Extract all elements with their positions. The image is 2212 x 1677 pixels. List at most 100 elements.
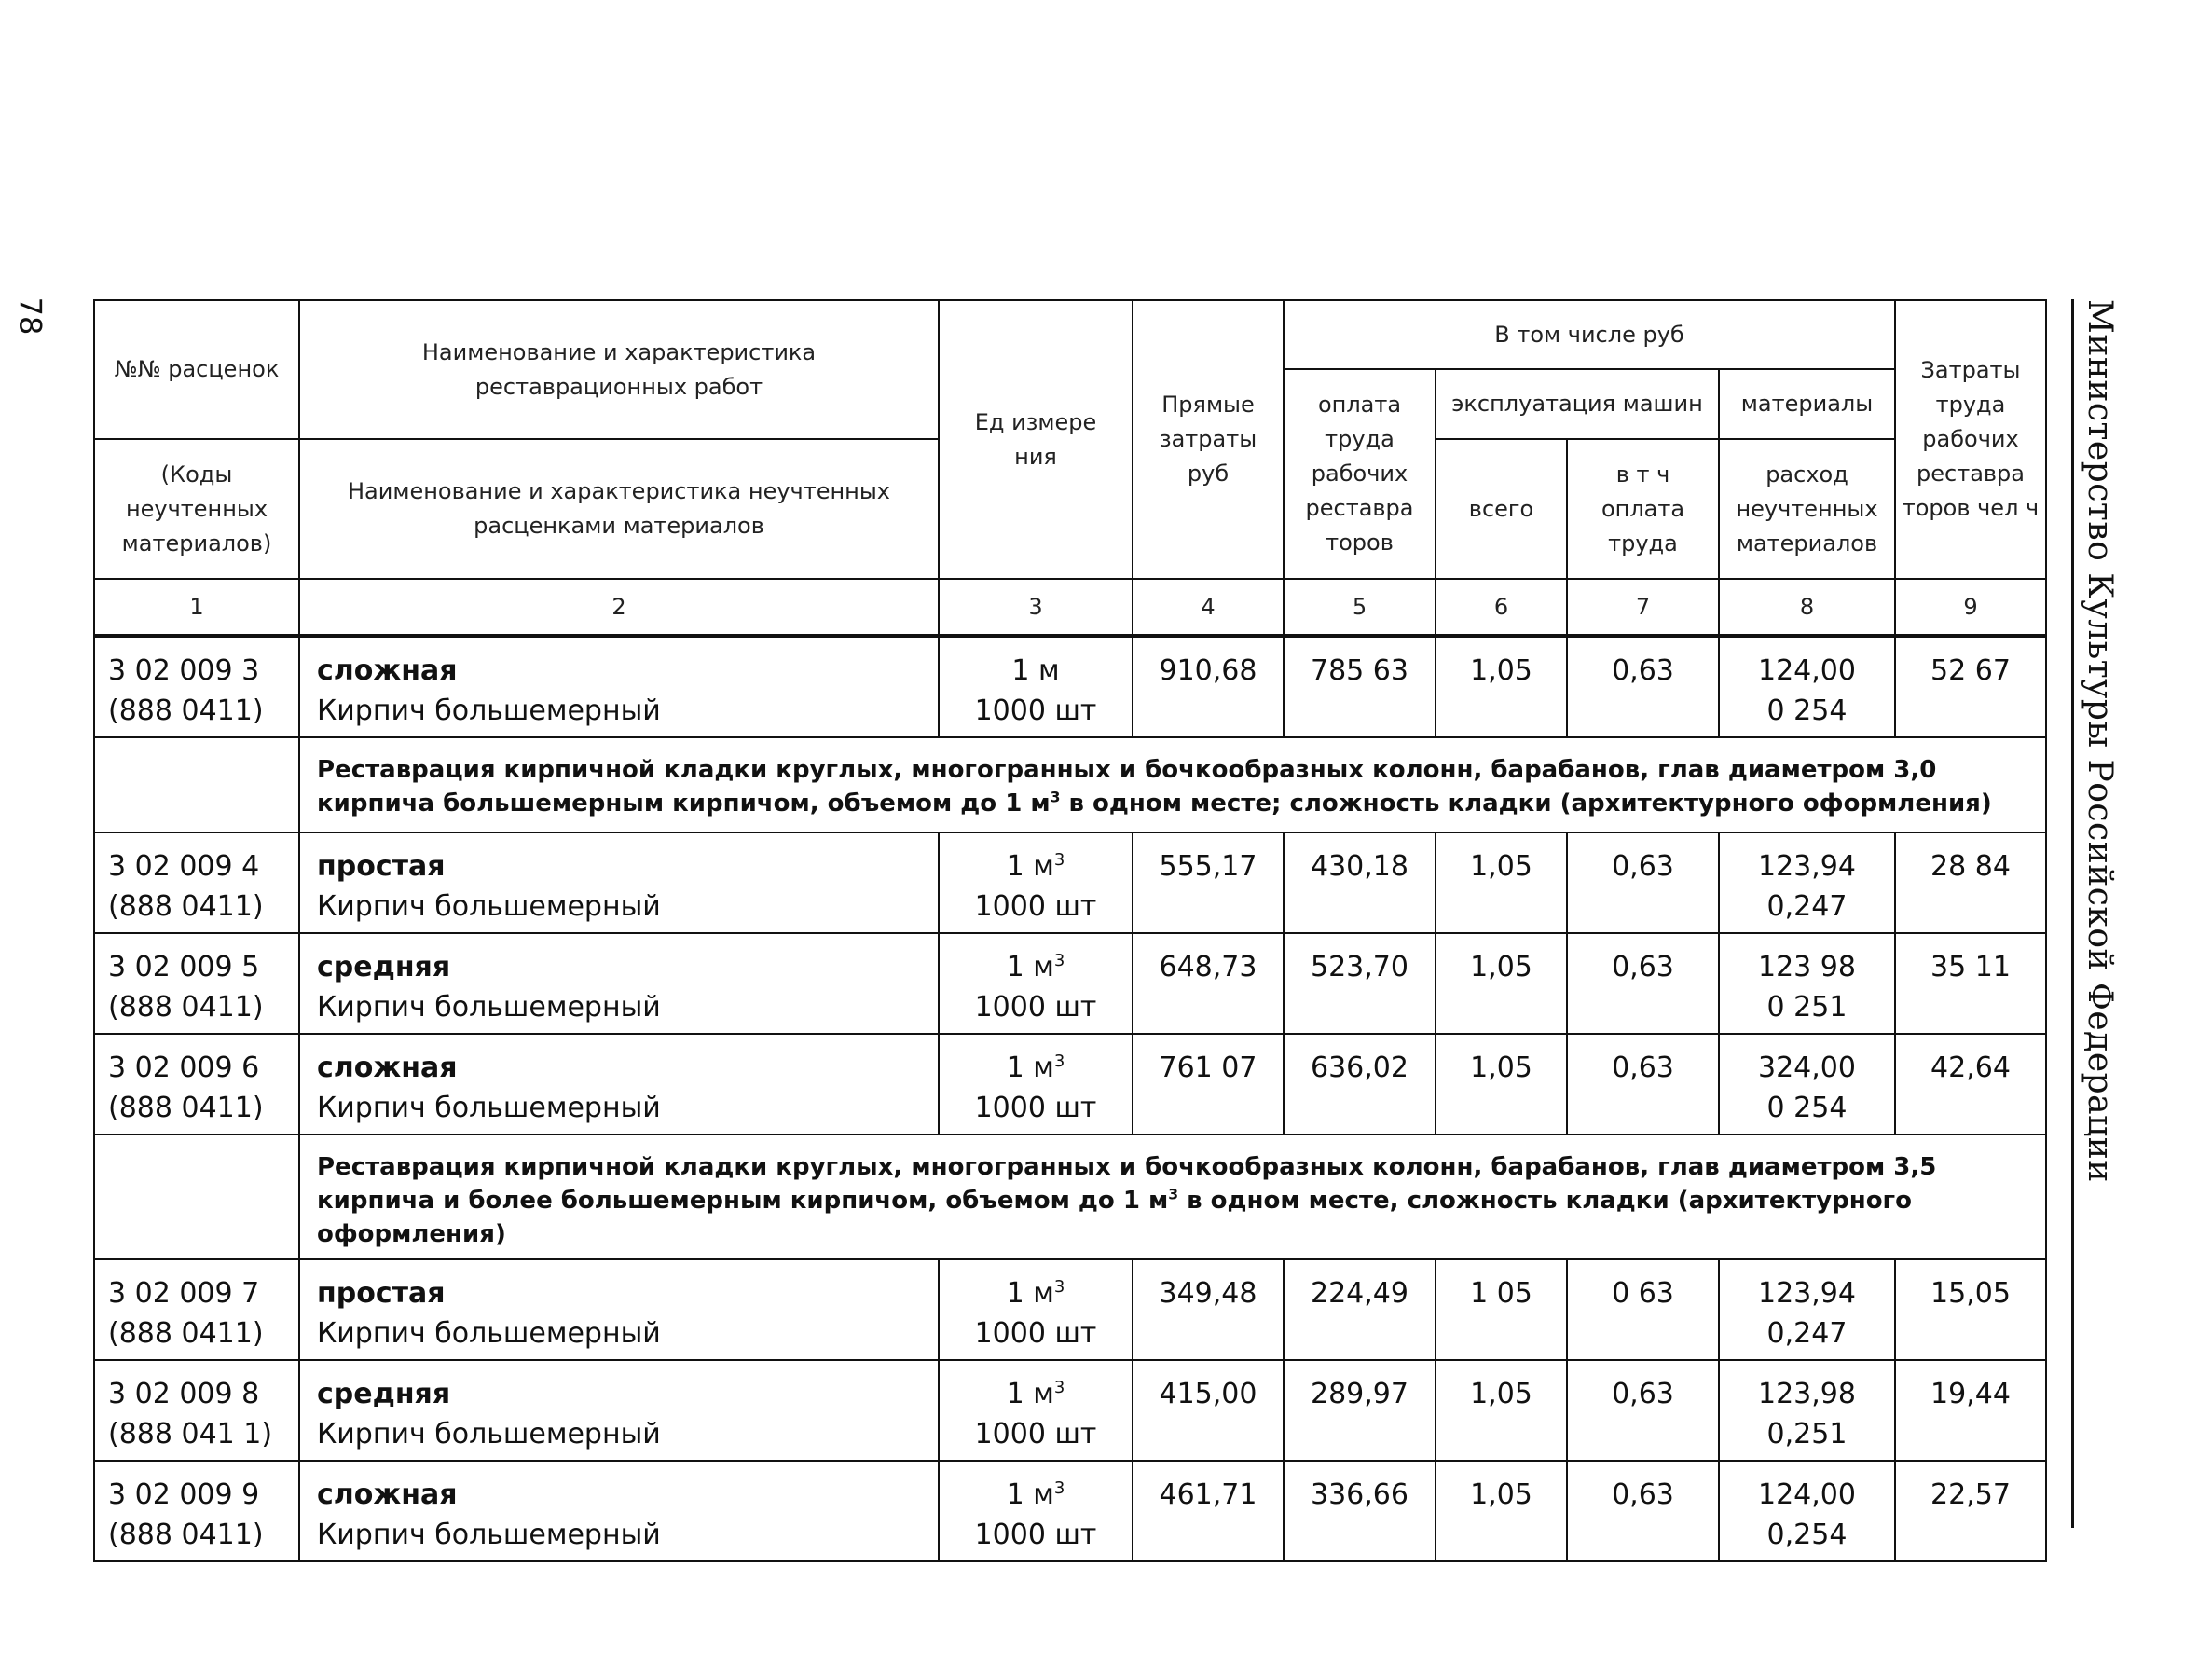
name-cell: сложная Кирпич большемерный <box>298 635 940 738</box>
header-code: №№ расценок <box>93 299 300 440</box>
material-code: (888 041 1) <box>108 1418 273 1450</box>
page-number: 78 <box>12 296 48 336</box>
header-machines-total: всего <box>1435 438 1568 580</box>
table-row: 3 02 009 8 (888 041 1) средняя Кирпич больш… <box>93 1359 2047 1462</box>
direct-costs: 910,68 <box>1132 635 1285 738</box>
unit-cell: 1 м3 1000 шт <box>938 1359 1133 1462</box>
machines-total: 1,05 <box>1435 1033 1568 1135</box>
labor-hours: 19,44 <box>1894 1359 2047 1462</box>
header-unit: Ед измере ния <box>938 299 1133 580</box>
material-use: 0 251 <box>1766 991 1848 1024</box>
material-unit: 1000 шт <box>974 890 1097 923</box>
direct-costs: 415,00 <box>1132 1359 1285 1462</box>
material-code: (888 0411) <box>108 694 264 727</box>
materials-cost: 124,00 <box>1758 1478 1856 1511</box>
material-unit: 1000 шт <box>974 1519 1097 1551</box>
machines-labor: 0 63 <box>1566 1258 1720 1361</box>
labor-pay: 523,70 <box>1283 932 1436 1035</box>
unit: 1 м <box>1006 1277 1054 1310</box>
material-use: 0 254 <box>1766 1092 1848 1124</box>
material-unit: 1000 шт <box>974 991 1097 1024</box>
labor-hours: 15,05 <box>1894 1258 2047 1361</box>
section-text: Реставрация кирпичной кладки круглых, мн… <box>317 1153 1937 1215</box>
name-cell: средняя Кирпич большемерный <box>298 1359 940 1462</box>
direct-costs: 461,71 <box>1132 1460 1285 1562</box>
superscript: 3 <box>1053 850 1065 870</box>
labor-hours: 22,57 <box>1894 1460 2047 1562</box>
empty-cell <box>93 1134 300 1260</box>
header-labor-hours: Затраты труда рабочих реставра торов чел… <box>1894 299 2047 580</box>
table-row: 3 02 009 5 (888 0411) средняя Кирпич больше… <box>93 932 2047 1035</box>
material-name: Кирпич большемерный <box>317 1418 661 1450</box>
rate-code: 3 02 009 9 <box>108 1478 260 1511</box>
variant: простая <box>317 1277 446 1310</box>
machines-labor: 0,63 <box>1566 1033 1720 1135</box>
table-header: №№ расценок Наименование и характеристик… <box>93 299 2047 638</box>
column-number: 6 <box>1435 578 1568 638</box>
material-use: 0,247 <box>1766 890 1848 923</box>
section-title: Реставрация кирпичной кладки круглых, мн… <box>298 1134 2047 1260</box>
code-cell: 3 02 009 9 (888 0411) <box>93 1460 300 1562</box>
table-row: 3 02 009 6 (888 0411) сложная Кирпич больше… <box>93 1033 2047 1135</box>
labor-pay: 224,49 <box>1283 1258 1436 1361</box>
materials-cell: 123,94 0,247 <box>1718 832 1896 934</box>
materials-cell: 124,00 0,254 <box>1718 1460 1896 1562</box>
header-material-name: Наименование и характеристика неучтенных… <box>298 438 940 580</box>
labor-pay: 289,97 <box>1283 1359 1436 1462</box>
materials-cost: 324,00 <box>1758 1052 1856 1084</box>
material-unit: 1000 шт <box>974 1317 1097 1350</box>
column-number: 5 <box>1283 578 1436 638</box>
material-unit: 1000 шт <box>974 694 1097 727</box>
code-cell: 3 02 009 5 (888 0411) <box>93 932 300 1035</box>
unit: 1 м <box>1006 850 1054 883</box>
header-machines-labor: в т ч оплата труда <box>1566 438 1720 580</box>
superscript: 3 <box>1050 789 1061 806</box>
machines-total: 1,05 <box>1435 832 1568 934</box>
section-text: в одном месте, сложность кладки (архитек… <box>317 1187 1913 1248</box>
direct-costs: 349,48 <box>1132 1258 1285 1361</box>
machines-total: 1,05 <box>1435 932 1568 1035</box>
section-row: Реставрация кирпичной кладки круглых, мн… <box>93 736 2047 833</box>
variant: сложная <box>317 654 458 687</box>
side-title: Министерство Культуры Российской Федерац… <box>2081 299 2119 1183</box>
name-cell: простая Кирпич большемерный <box>298 1258 940 1361</box>
material-code: (888 0411) <box>108 1317 264 1350</box>
machines-labor: 0,63 <box>1566 932 1720 1035</box>
materials-cost: 123,94 <box>1758 1277 1856 1310</box>
material-name: Кирпич большемерный <box>317 694 661 727</box>
material-use: 0 254 <box>1766 694 1848 727</box>
material-code: (888 0411) <box>108 1519 264 1551</box>
unit: 1 м <box>1011 654 1060 687</box>
material-name: Кирпич большемерный <box>317 1519 661 1551</box>
labor-pay: 636,02 <box>1283 1033 1436 1135</box>
name-cell: средняя Кирпич большемерный <box>298 932 940 1035</box>
labor-pay: 336,66 <box>1283 1460 1436 1562</box>
material-unit: 1000 шт <box>974 1092 1097 1124</box>
machines-labor: 0,63 <box>1566 635 1720 738</box>
material-code: (888 0411) <box>108 890 264 923</box>
material-code: (888 0411) <box>108 1092 264 1124</box>
code-cell: 3 02 009 3 (888 0411) <box>93 635 300 738</box>
section-row: Реставрация кирпичной кладки круглых, мн… <box>93 1134 2047 1260</box>
labor-hours: 52 67 <box>1894 635 2047 738</box>
material-name: Кирпич большемерный <box>317 890 661 923</box>
variant: средняя <box>317 1378 451 1410</box>
rate-code: 3 02 009 7 <box>108 1277 260 1310</box>
labor-hours: 28 84 <box>1894 832 2047 934</box>
superscript: 3 <box>1053 951 1065 970</box>
column-number: 7 <box>1566 578 1720 638</box>
rate-code: 3 02 009 4 <box>108 850 260 883</box>
machines-total: 1,05 <box>1435 1460 1568 1562</box>
machines-labor: 0,63 <box>1566 1460 1720 1562</box>
superscript: 3 <box>1053 1378 1065 1397</box>
table-body: 3 02 009 3 (888 0411) сложная Кирпич больше… <box>93 635 2047 1562</box>
direct-costs: 648,73 <box>1132 932 1285 1035</box>
unit-cell: 1 м3 1000 шт <box>938 832 1133 934</box>
rate-code: 3 02 009 8 <box>108 1378 260 1410</box>
name-cell: сложная Кирпич большемерный <box>298 1033 940 1135</box>
code-cell: 3 02 009 4 (888 0411) <box>93 832 300 934</box>
materials-cell: 324,00 0 254 <box>1718 1033 1896 1135</box>
header-material-use: расход неучтенных материалов <box>1718 438 1896 580</box>
unit-cell: 1 м3 1000 шт <box>938 932 1133 1035</box>
